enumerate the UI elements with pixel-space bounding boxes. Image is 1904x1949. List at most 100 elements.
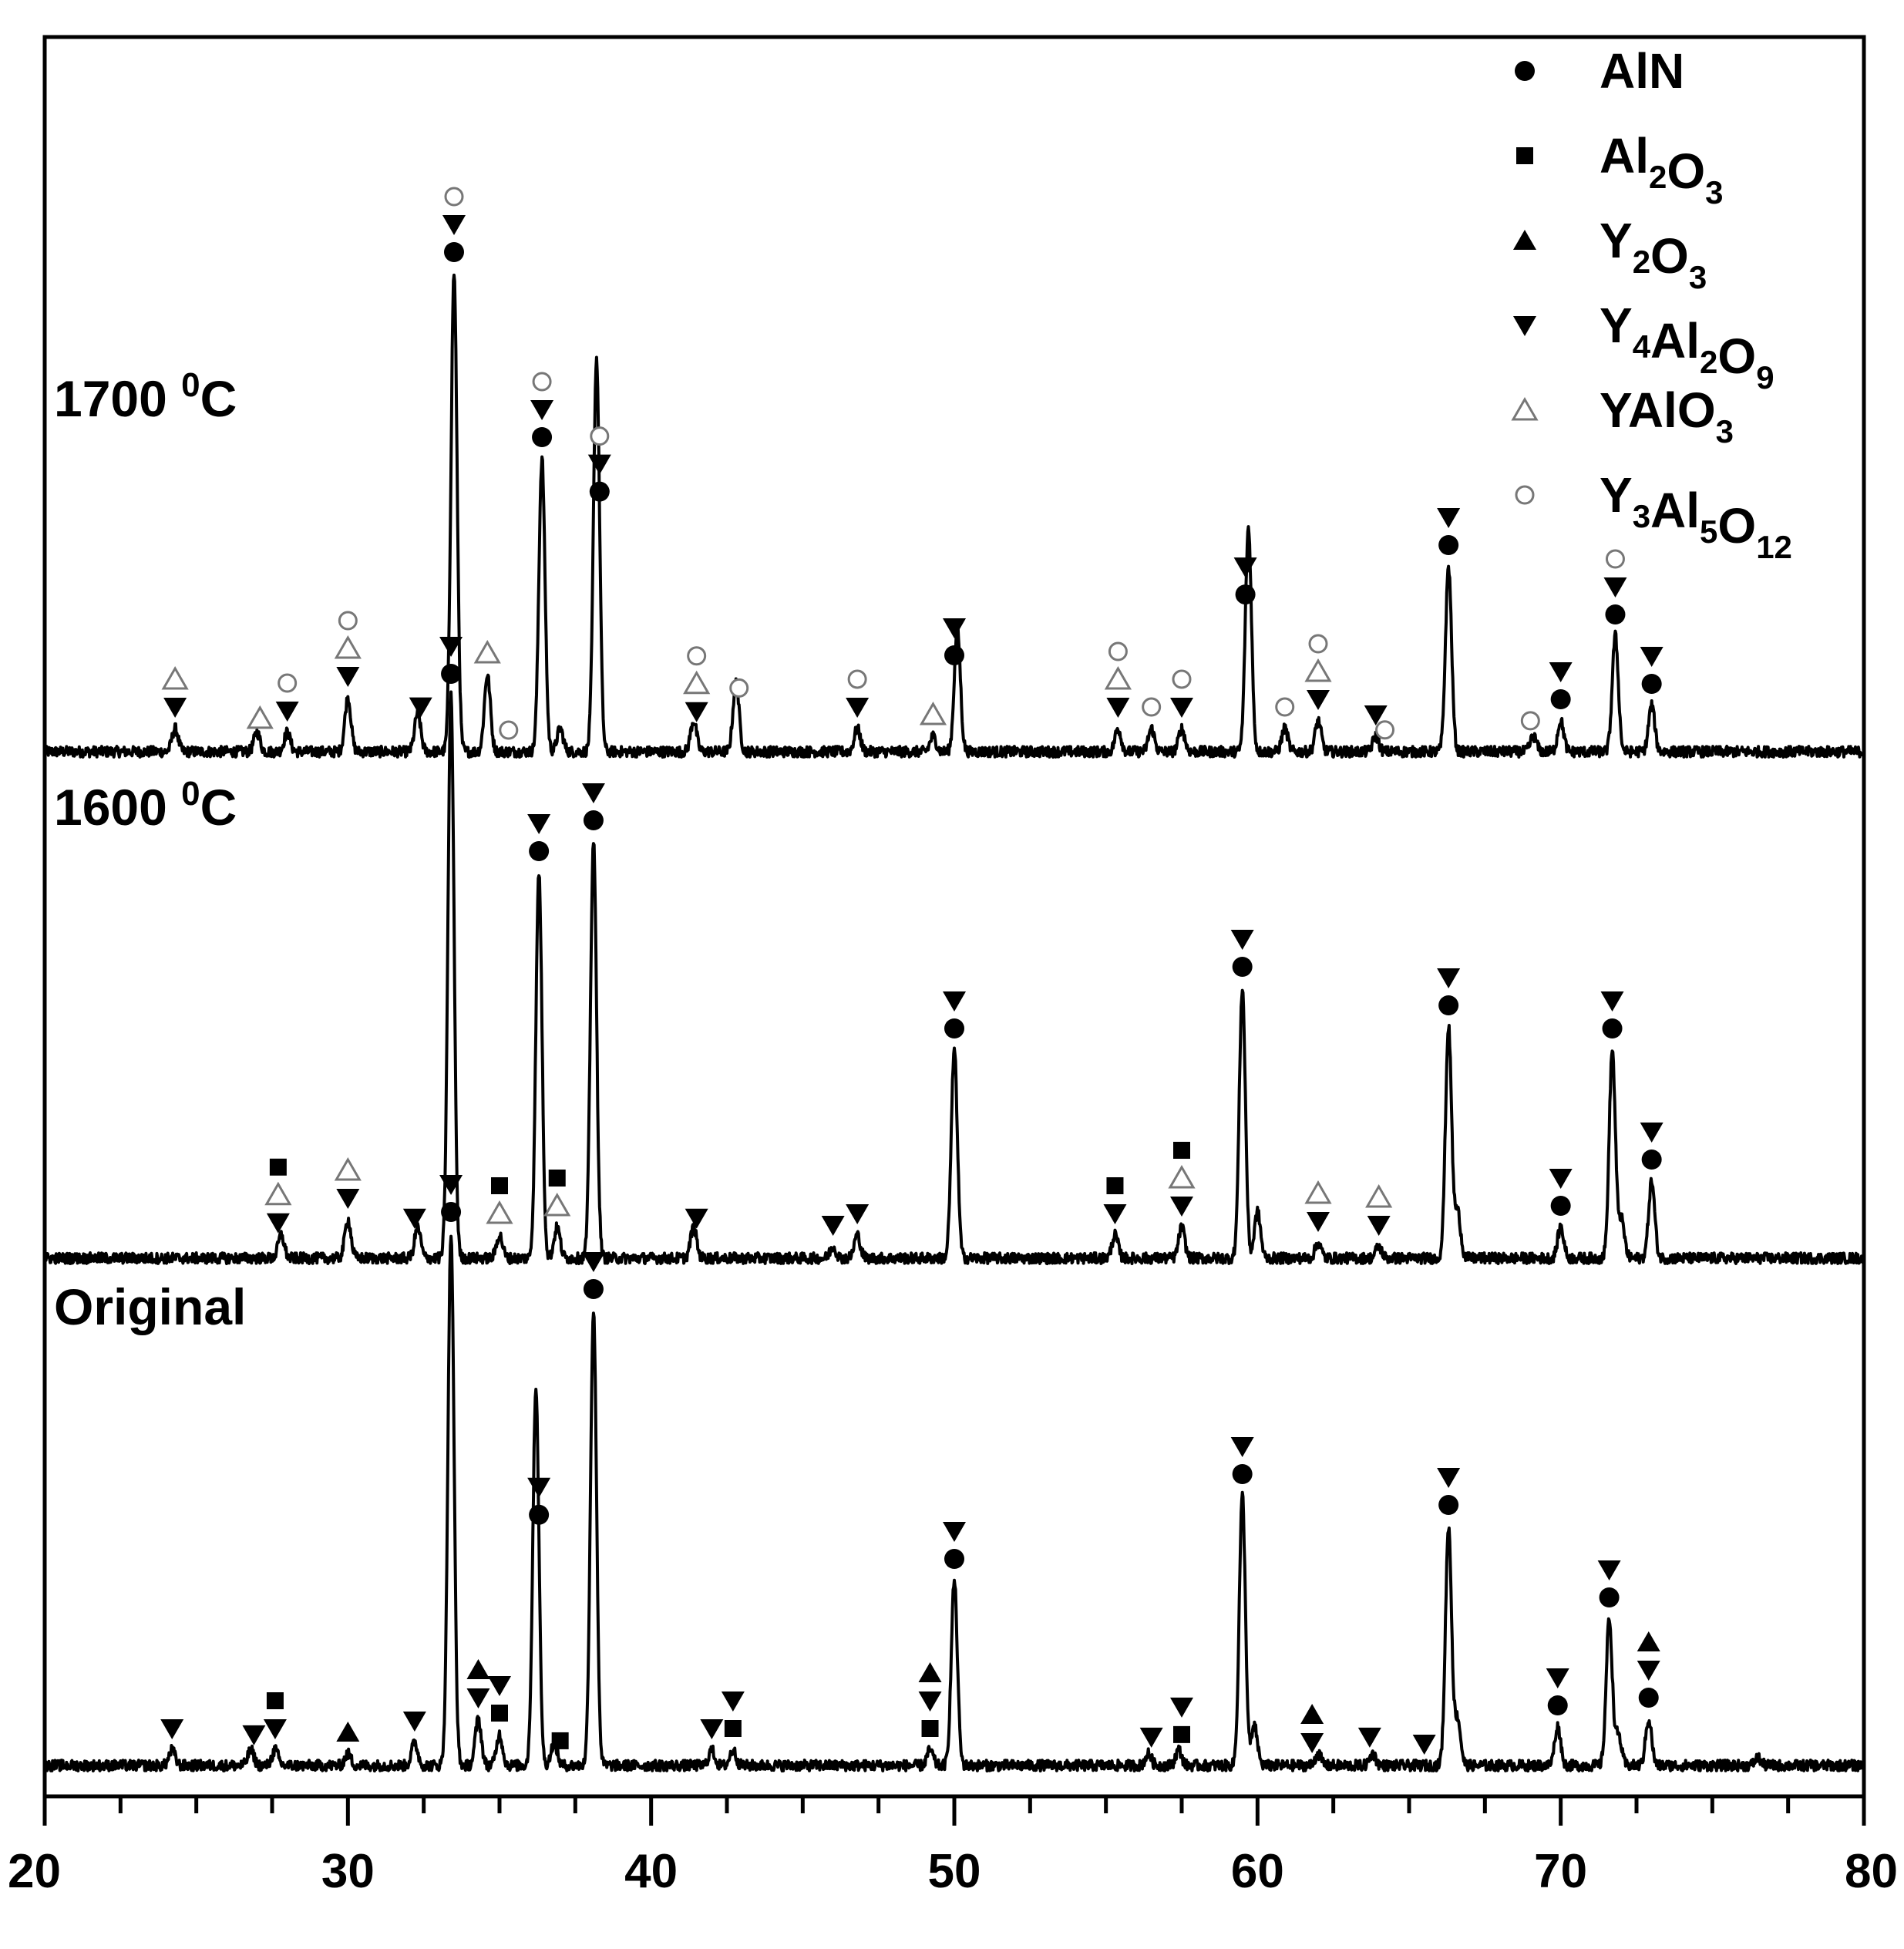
marker-tri-down — [1640, 647, 1663, 667]
marker-tri-down — [439, 1175, 463, 1195]
marker-open-circle — [532, 372, 552, 392]
marker-tri-down — [1307, 1212, 1330, 1232]
marker-open-circle — [687, 646, 707, 666]
x-tick-label: 40 — [624, 1845, 678, 1898]
marker-square — [551, 1732, 569, 1749]
marker-tri-down — [918, 1691, 942, 1712]
marker-square — [491, 1177, 508, 1194]
marker-tri-down — [846, 1204, 870, 1224]
marker-tri-down — [1597, 1560, 1621, 1580]
marker-open-tri — [246, 705, 274, 729]
legend-symbol-Y4Al2O9 — [1513, 316, 1536, 336]
trace-label-0: 1700 0C — [54, 366, 237, 427]
marker-tri-down — [439, 637, 463, 657]
marker-tri-down — [160, 1719, 184, 1739]
marker-open-tri — [1304, 658, 1332, 682]
marker-open-tri — [473, 639, 501, 664]
marker-circle — [1232, 957, 1253, 977]
x-axis-ticks — [42, 1796, 1866, 1826]
legend-label-Y3Al5O12: Y3Al5O12 — [1600, 467, 1792, 565]
marker-tri-down — [527, 814, 551, 834]
marker-tri-down — [1549, 1169, 1573, 1189]
marker-open-circle — [1172, 669, 1192, 689]
marker-tri-down — [530, 400, 554, 420]
marker-open-tri — [683, 670, 711, 695]
marker-circle — [529, 841, 550, 861]
marker-circle — [1641, 1150, 1662, 1170]
marker-tri-down — [1364, 705, 1388, 725]
marker-tri-down — [685, 1208, 708, 1229]
x-tick-label: 20 — [8, 1845, 61, 1898]
marker-tri-down — [685, 702, 708, 722]
marker-tri-down — [1637, 1661, 1660, 1681]
marker-tri-down — [943, 991, 966, 1012]
marker-tri-down — [821, 1216, 845, 1236]
marker-square — [491, 1705, 508, 1722]
marker-open-tri — [161, 665, 189, 690]
marker-circle — [1550, 1196, 1571, 1216]
marker-open-tri — [334, 635, 362, 659]
marker-tri-up — [336, 1722, 360, 1742]
marker-open-circle — [278, 673, 298, 693]
trace-label-1: 1600 0C — [54, 775, 237, 836]
marker-tri-down — [336, 1189, 360, 1209]
marker-circle — [1438, 995, 1459, 1015]
marker-open-tri — [1304, 1180, 1332, 1204]
marker-tri-down — [1437, 1468, 1461, 1488]
marker-open-circle — [590, 426, 610, 446]
marker-square — [269, 1158, 287, 1176]
trace-labels: 1700 0C 1600 0C Original — [54, 366, 246, 1335]
marker-tri-down — [442, 215, 466, 235]
marker-tri-down — [1106, 698, 1130, 718]
legend-label-Al2O3: Al2O3 — [1600, 128, 1724, 210]
marker-circle — [944, 645, 964, 665]
marker-circle — [583, 810, 604, 830]
marker-tri-down — [488, 1676, 511, 1696]
x-tick-label: 60 — [1231, 1845, 1284, 1898]
marker-open-circle — [338, 611, 358, 631]
phase-markers — [160, 187, 1663, 1755]
marker-open-tri — [264, 1181, 292, 1206]
marker-tri-down — [581, 1252, 605, 1272]
marker-tri-down — [1230, 930, 1254, 950]
marker-tri-down — [1549, 662, 1573, 682]
marker-open-tri — [1168, 1164, 1196, 1189]
marker-open-tri — [1365, 1183, 1393, 1208]
x-tick-label: 70 — [1534, 1845, 1587, 1898]
marker-open-circle — [1142, 697, 1162, 717]
trace-label-2: Original — [54, 1278, 246, 1335]
marker-tri-down — [587, 454, 611, 475]
marker-tri-down — [336, 667, 360, 687]
marker-tri-down — [1230, 1437, 1254, 1457]
marker-tri-down — [1170, 698, 1193, 718]
marker-tri-down — [700, 1719, 724, 1739]
marker-circle — [444, 242, 464, 262]
marker-tri-down — [1300, 1732, 1324, 1753]
marker-tri-down — [943, 618, 966, 638]
xrd-trace-2 — [43, 1234, 1865, 1772]
marker-square — [266, 1692, 284, 1709]
marker-tri-up — [466, 1659, 490, 1679]
marker-tri-down — [466, 1688, 490, 1708]
marker-circle — [1438, 535, 1459, 555]
marker-circle — [1599, 1587, 1620, 1607]
marker-tri-down — [402, 1208, 426, 1229]
marker-tri-down — [163, 698, 187, 718]
marker-tri-down — [1600, 991, 1624, 1012]
marker-tri-down — [263, 1719, 287, 1739]
marker-open-tri — [1104, 665, 1132, 690]
marker-square — [1173, 1725, 1190, 1743]
legend-label-Y4Al2O9: Y4Al2O9 — [1600, 298, 1774, 396]
marker-tri-up — [1637, 1631, 1660, 1651]
marker-circle — [944, 1018, 964, 1038]
marker-tri-down — [1367, 1216, 1391, 1236]
marker-square — [1173, 1142, 1190, 1159]
marker-circle — [441, 664, 462, 684]
marker-open-circle — [444, 187, 464, 207]
marker-tri-down — [1233, 557, 1257, 578]
marker-circle — [589, 481, 610, 502]
marker-open-tri — [919, 701, 947, 725]
marker-circle — [529, 1504, 550, 1525]
marker-open-circle — [1520, 711, 1540, 731]
